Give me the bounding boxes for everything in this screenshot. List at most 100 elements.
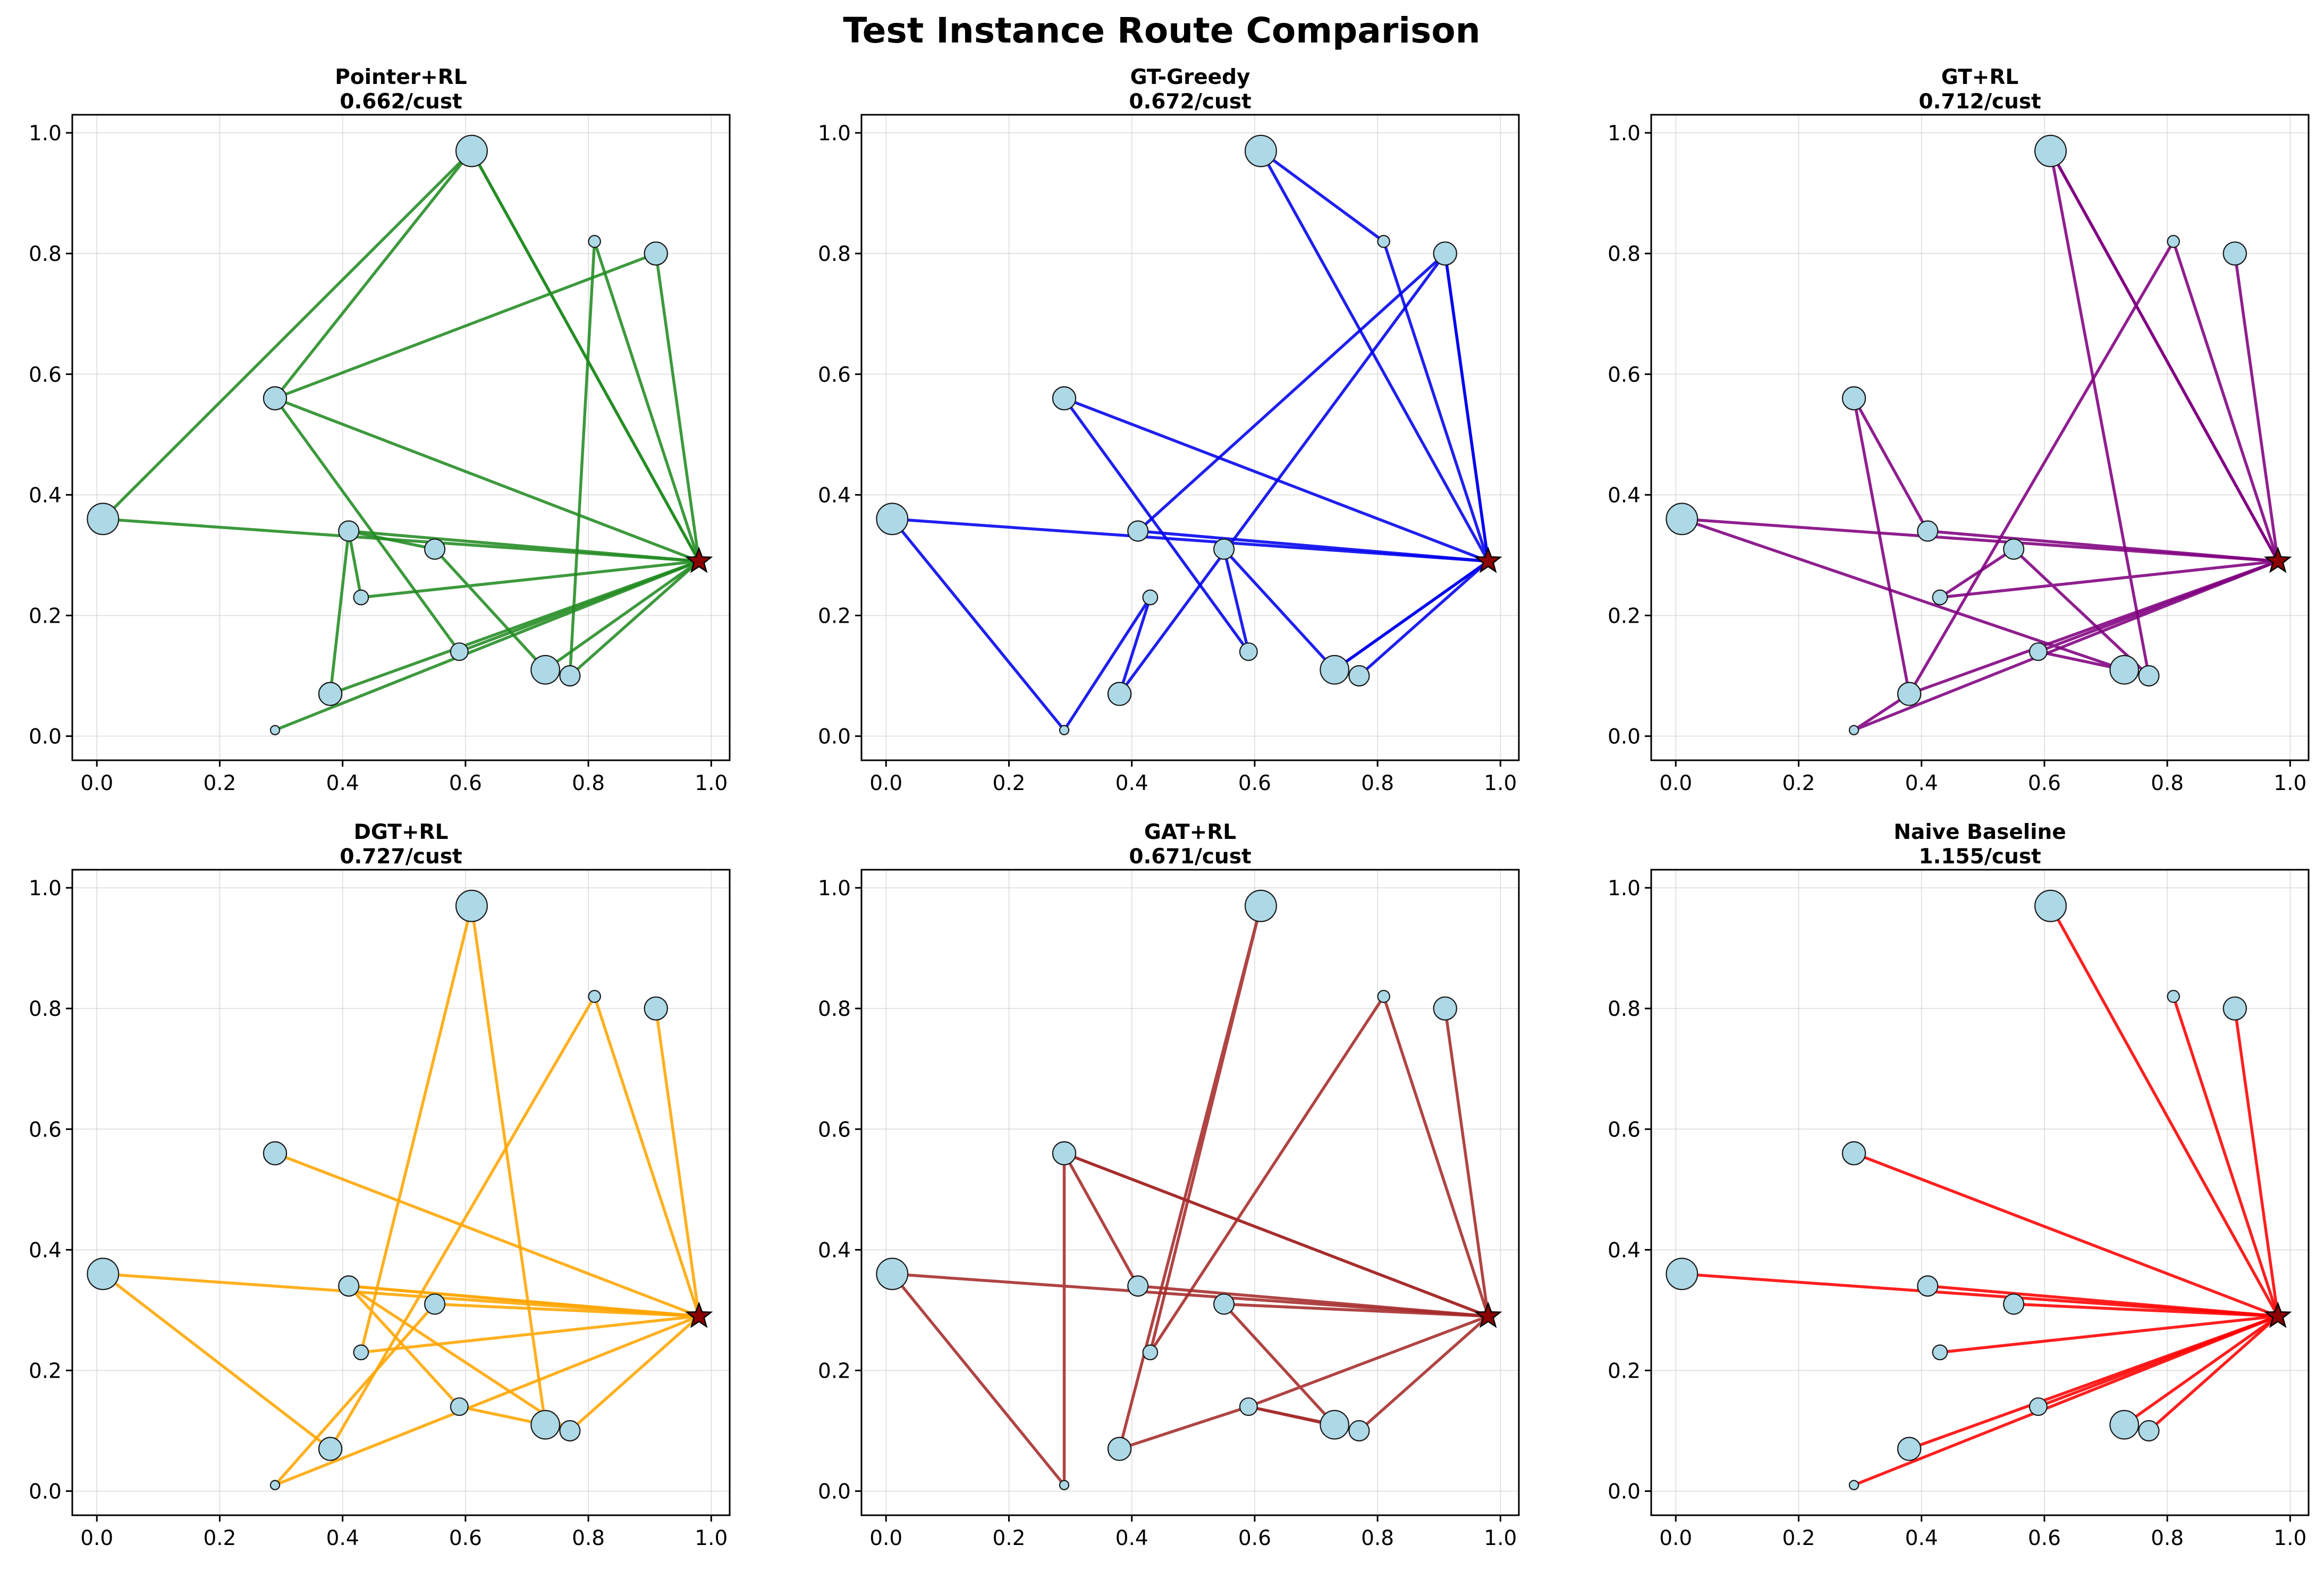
customer-point xyxy=(1666,1258,1698,1291)
customer-point xyxy=(1932,589,1948,606)
axes-frame xyxy=(71,114,731,761)
customer-point xyxy=(1897,682,1922,706)
x-tick-label: 0.6 xyxy=(2028,771,2061,795)
customer-point xyxy=(1244,889,1277,922)
customer-point xyxy=(2002,538,2025,560)
customer-point xyxy=(455,134,488,167)
route-line xyxy=(1062,1151,1490,1318)
panel-title: DGT+RL xyxy=(354,820,449,844)
panels: Pointer+RL0.662/cust 0.0 0.0 0.2 0.2 0.4 0.4 0.… xyxy=(29,65,2310,1550)
panel-gat-rl: GAT+RL0.671/cust 0.0 0.0 0.2 0.2 0.4 0.4 0.6 0.6… xyxy=(818,820,1520,1550)
x-tick-label: 0.0 xyxy=(869,771,902,795)
customer-point xyxy=(1841,386,1866,411)
y-tick-label: 0.2 xyxy=(818,604,851,628)
panel-title: GAT+RL xyxy=(1144,820,1236,844)
customer-point xyxy=(1127,520,1149,542)
customer-point xyxy=(876,503,909,536)
customer-point xyxy=(338,520,360,542)
panel-score: 0.672/cust xyxy=(1129,90,1251,114)
customer-point xyxy=(2222,241,2247,266)
customer-point xyxy=(455,889,488,922)
x-tick-label: 0.0 xyxy=(1659,771,1692,795)
axes-frame xyxy=(71,869,731,1516)
customer-point xyxy=(318,682,343,706)
y-tick-label: 0.0 xyxy=(29,1480,62,1504)
x-tick-label: 0.4 xyxy=(1905,771,1938,795)
y-tick-label: 0.4 xyxy=(1608,483,1641,507)
figure-title: Test Instance Route Comparison xyxy=(843,10,1480,51)
y-tick-label: 1.0 xyxy=(818,877,851,901)
y-tick-label: 0.8 xyxy=(818,242,851,266)
panel-score: 1.155/cust xyxy=(1919,845,2041,869)
axes-frame xyxy=(1650,114,2310,761)
customer-point xyxy=(1213,538,1235,560)
customer-point xyxy=(1841,1141,1866,1166)
y-tick-label: 0.4 xyxy=(1608,1238,1641,1262)
customer-point xyxy=(353,1344,369,1361)
y-tick-label: 1.0 xyxy=(29,122,62,146)
y-tick-label: 1.0 xyxy=(1608,877,1641,901)
customer-point xyxy=(2002,1293,2025,1315)
customer-point xyxy=(1239,1397,1258,1416)
y-tick-label: 0.8 xyxy=(29,242,62,266)
customer-point xyxy=(1348,665,1370,687)
customer-point xyxy=(1377,235,1390,248)
x-tick-label: 0.4 xyxy=(1115,771,1148,795)
y-tick-label: 0.4 xyxy=(818,483,851,507)
panel-dgt-rl: DGT+RL0.727/cust 0.0 0.0 0.2 0.2 0.4 0.4 0.6 0.6… xyxy=(29,820,731,1550)
x-tick-label: 0.6 xyxy=(449,1526,482,1550)
x-tick-label: 0.2 xyxy=(1782,1526,1815,1550)
customer-point xyxy=(1213,1293,1235,1315)
y-tick-label: 1.0 xyxy=(29,877,62,901)
route-line xyxy=(568,240,700,677)
customer-point xyxy=(338,1275,360,1297)
route-line xyxy=(1259,149,1490,563)
panel-score: 0.712/cust xyxy=(1919,90,2041,114)
customer-point xyxy=(2138,1420,2160,1442)
customer-point xyxy=(450,1397,469,1416)
route-line xyxy=(1907,240,2279,695)
customer-point xyxy=(530,1410,561,1440)
route-line xyxy=(273,1302,700,1487)
depot-marker xyxy=(1474,1301,1502,1328)
route-line xyxy=(1852,396,2279,732)
customer-point xyxy=(1917,520,1939,542)
customer-point xyxy=(1059,1480,1070,1490)
x-tick-label: 0.6 xyxy=(1238,771,1271,795)
y-tick-label: 1.0 xyxy=(1608,122,1641,146)
panel-pointer-rl: Pointer+RL0.662/cust 0.0 0.0 0.2 0.2 0.4 0.4 0.… xyxy=(29,65,731,795)
customer-point xyxy=(1320,655,1350,685)
customer-point xyxy=(1897,1437,1922,1461)
depot-marker xyxy=(1474,546,1502,573)
customer-point xyxy=(1666,503,1698,536)
x-tick-label: 0.4 xyxy=(326,1526,359,1550)
customer-point xyxy=(424,1293,446,1315)
panel-score: 0.727/cust xyxy=(340,845,462,869)
customer-point xyxy=(1059,725,1070,735)
customer-point xyxy=(2034,134,2067,167)
x-tick-label: 0.8 xyxy=(1361,771,1394,795)
panel-title: Pointer+RL xyxy=(335,65,467,89)
customer-point xyxy=(269,1480,281,1490)
y-tick-label: 0.2 xyxy=(818,1359,851,1383)
y-tick-label: 0.6 xyxy=(29,1118,62,1142)
y-tick-label: 0.2 xyxy=(29,1359,62,1383)
customer-point xyxy=(424,538,446,560)
x-tick-label: 0.2 xyxy=(203,1526,236,1550)
depot-marker xyxy=(2263,1301,2292,1328)
customer-point xyxy=(1917,1275,1939,1297)
customer-point xyxy=(1348,1420,1370,1442)
customer-point xyxy=(2029,642,2048,661)
customer-point xyxy=(2109,655,2140,685)
customer-point xyxy=(1932,1344,1948,1361)
y-tick-label: 0.0 xyxy=(818,725,851,749)
y-tick-label: 0.6 xyxy=(818,363,851,387)
x-tick-label: 0.0 xyxy=(869,1526,902,1550)
customer-point xyxy=(588,235,601,248)
x-tick-label: 1.0 xyxy=(1484,771,1517,795)
customer-point xyxy=(353,589,369,606)
y-tick-label: 0.6 xyxy=(1608,1118,1641,1142)
y-tick-label: 0.4 xyxy=(29,483,62,507)
